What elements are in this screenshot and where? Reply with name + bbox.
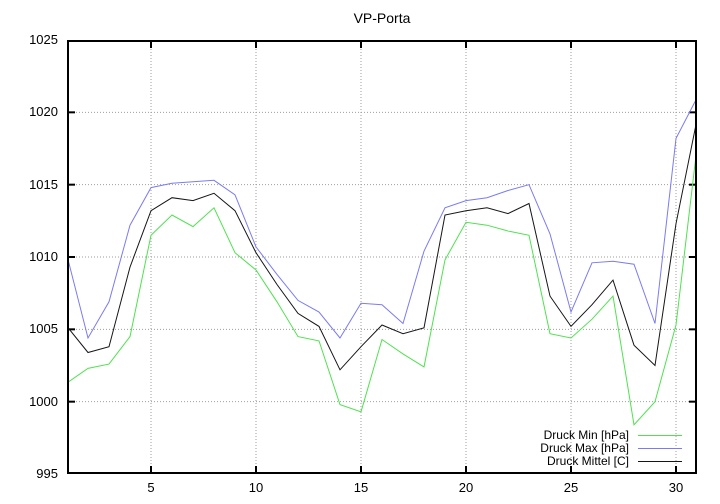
legend-label-druck-mittel: Druck Mittel [C] (546, 454, 629, 468)
legend: Druck Min [hPa] Druck Max [hPa] Druck Mi… (540, 429, 682, 468)
legend-item-druck-mittel: Druck Mittel [C] (540, 455, 682, 468)
x-tick-label-15: 15 (353, 480, 369, 495)
legend-line-sample-druck-mittel (638, 461, 682, 462)
x-tick-label-5: 5 (147, 480, 155, 495)
legend-line-sample-druck-max (638, 448, 682, 449)
y-tick-label-1015: 1015 (29, 176, 58, 192)
y-tick-label-1020: 1020 (29, 104, 58, 120)
y-tick-label-1005: 1005 (29, 321, 58, 337)
series-line-0 (67, 147, 697, 426)
plot-area (67, 40, 697, 474)
series-line-1 (67, 97, 697, 340)
chart-title: VP-Porta (353, 10, 411, 26)
x-tick-label-10: 10 (248, 480, 264, 495)
y-tick-label-1010: 1010 (29, 249, 58, 264)
legend-item-druck-max: Druck Max [hPa] (540, 442, 682, 455)
legend-item-druck-min: Druck Min [hPa] (540, 429, 682, 442)
y-tick-label-1025: 1025 (29, 32, 58, 47)
legend-label-druck-min: Druck Min [hPa] (543, 428, 629, 442)
x-tick-label-30: 30 (668, 480, 684, 495)
y-tick-label-1000: 1000 (29, 393, 58, 409)
x-tick-label-20: 20 (458, 480, 474, 495)
legend-label-druck-max: Druck Max [hPa] (540, 441, 629, 455)
series-line-2 (67, 119, 697, 371)
x-tick-label-25: 25 (563, 480, 579, 495)
legend-line-sample-druck-min (638, 435, 682, 436)
y-tick-label-995: 995 (36, 466, 58, 481)
